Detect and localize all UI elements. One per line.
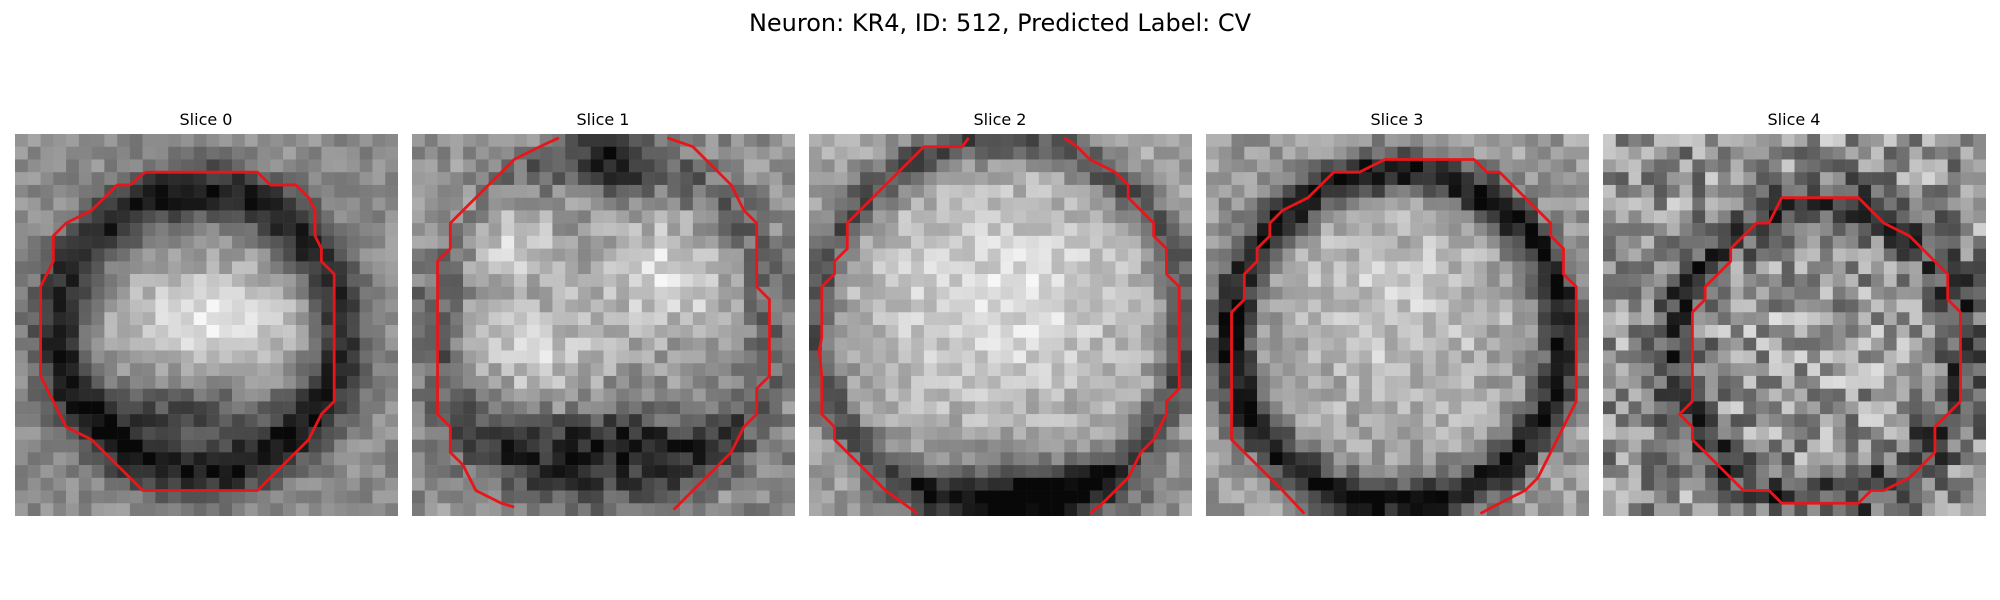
slice-2-title: Slice 2 bbox=[973, 110, 1027, 129]
slice-1-contour bbox=[436, 136, 560, 509]
slice-4-image bbox=[1603, 134, 1986, 516]
slice-0-title: Slice 0 bbox=[179, 110, 233, 129]
slice-3-pixel-grid bbox=[1206, 134, 1589, 516]
slice-0-pixel-grid bbox=[15, 134, 398, 516]
slice-4-pixel-grid bbox=[1603, 134, 1986, 516]
slice-1-pixel-grid bbox=[412, 134, 795, 516]
slice-2-pixel-grid bbox=[809, 134, 1192, 516]
slice-1-title: Slice 1 bbox=[576, 110, 630, 129]
slice-0-image bbox=[15, 134, 398, 516]
slice-4-contour bbox=[1678, 196, 1962, 505]
slice-3-title: Slice 3 bbox=[1370, 110, 1424, 129]
slice-3-contour bbox=[1230, 158, 1578, 515]
slice-3-image bbox=[1206, 134, 1589, 516]
figure-title: Neuron: KR4, ID: 512, Predicted Label: C… bbox=[748, 9, 1252, 37]
slice-2-contour-right bbox=[1063, 136, 1181, 515]
slice-1-image bbox=[412, 134, 795, 516]
slice-1-contour-right bbox=[666, 136, 771, 511]
slice-4-title: Slice 4 bbox=[1767, 110, 1821, 129]
slice-2-image bbox=[809, 134, 1192, 516]
slice-0-contour bbox=[39, 170, 336, 492]
slice-2-contour bbox=[817, 137, 970, 515]
